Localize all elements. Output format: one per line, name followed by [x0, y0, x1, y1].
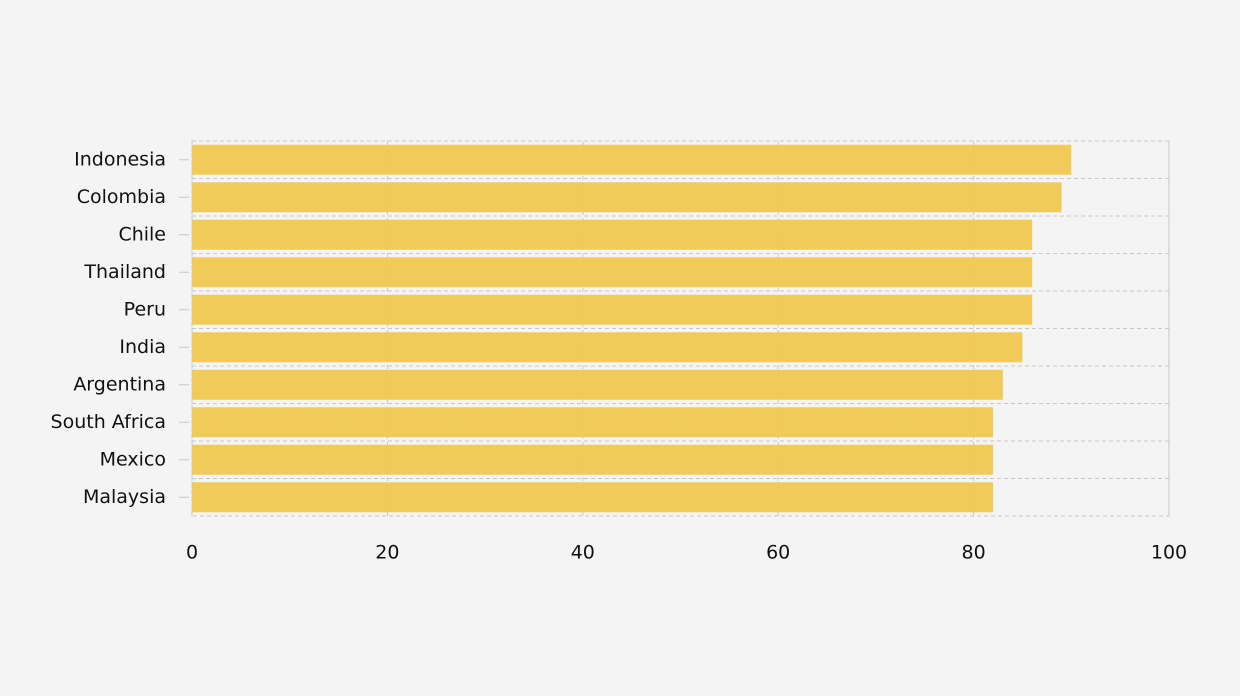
- y-tick-label: Peru: [124, 298, 166, 320]
- y-tick-label: Colombia: [77, 186, 166, 208]
- y-tick-label: Thailand: [83, 261, 166, 283]
- bar: [192, 257, 1033, 288]
- y-tick-label: Chile: [118, 223, 166, 245]
- x-tick-label: 80: [962, 542, 986, 564]
- bar: [192, 182, 1062, 213]
- bar: [192, 144, 1072, 175]
- y-tick-label: India: [119, 336, 166, 358]
- y-tick-label: Indonesia: [74, 148, 166, 170]
- y-tick-label: Malaysia: [83, 486, 166, 508]
- x-tick-label: 60: [766, 542, 790, 564]
- y-tick-label: Mexico: [100, 448, 166, 470]
- bar: [192, 294, 1033, 325]
- bar: [192, 444, 994, 475]
- bar: [192, 219, 1033, 250]
- bar: [192, 407, 994, 438]
- x-tick-label: 40: [571, 542, 595, 564]
- y-tick-label: Argentina: [73, 373, 166, 395]
- x-tick-label: 20: [375, 542, 399, 564]
- bar: [192, 369, 1003, 400]
- x-tick-label: 0: [186, 542, 198, 564]
- x-tick-label: 100: [1151, 542, 1187, 564]
- bar: [192, 332, 1023, 363]
- bar: [192, 482, 994, 513]
- y-tick-label: South Africa: [51, 411, 166, 433]
